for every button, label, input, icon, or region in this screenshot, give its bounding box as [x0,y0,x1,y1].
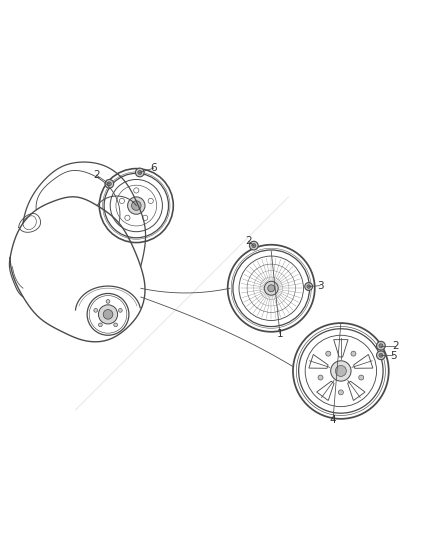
Circle shape [127,197,145,214]
Circle shape [307,285,311,288]
Circle shape [134,188,139,193]
Circle shape [106,300,110,303]
Circle shape [135,168,144,177]
Circle shape [131,201,141,211]
Text: 5: 5 [390,351,396,361]
Text: 4: 4 [330,415,336,425]
Circle shape [105,180,114,188]
Circle shape [326,351,331,356]
Circle shape [148,198,153,204]
Circle shape [379,344,383,348]
Text: 6: 6 [150,163,157,173]
Circle shape [339,390,343,395]
Circle shape [305,282,313,290]
Text: 2: 2 [93,170,99,180]
Circle shape [99,305,117,324]
Circle shape [107,182,111,186]
Circle shape [94,309,98,312]
Text: 2: 2 [392,341,399,351]
Text: 3: 3 [317,281,323,290]
Circle shape [114,323,117,327]
Circle shape [359,375,364,380]
Circle shape [318,375,323,380]
Circle shape [377,341,385,350]
Circle shape [268,285,275,292]
Circle shape [99,323,102,327]
Text: 2: 2 [245,236,252,246]
Circle shape [125,215,130,221]
Circle shape [103,310,113,319]
Text: 1: 1 [277,328,283,338]
Circle shape [379,353,383,357]
Circle shape [377,351,385,360]
Circle shape [351,351,356,356]
Circle shape [118,309,122,312]
Circle shape [331,361,351,381]
Circle shape [138,171,142,174]
Circle shape [264,281,278,295]
Circle shape [119,198,124,204]
Circle shape [252,244,256,247]
Circle shape [143,215,148,221]
Circle shape [250,241,258,250]
Circle shape [336,366,346,376]
